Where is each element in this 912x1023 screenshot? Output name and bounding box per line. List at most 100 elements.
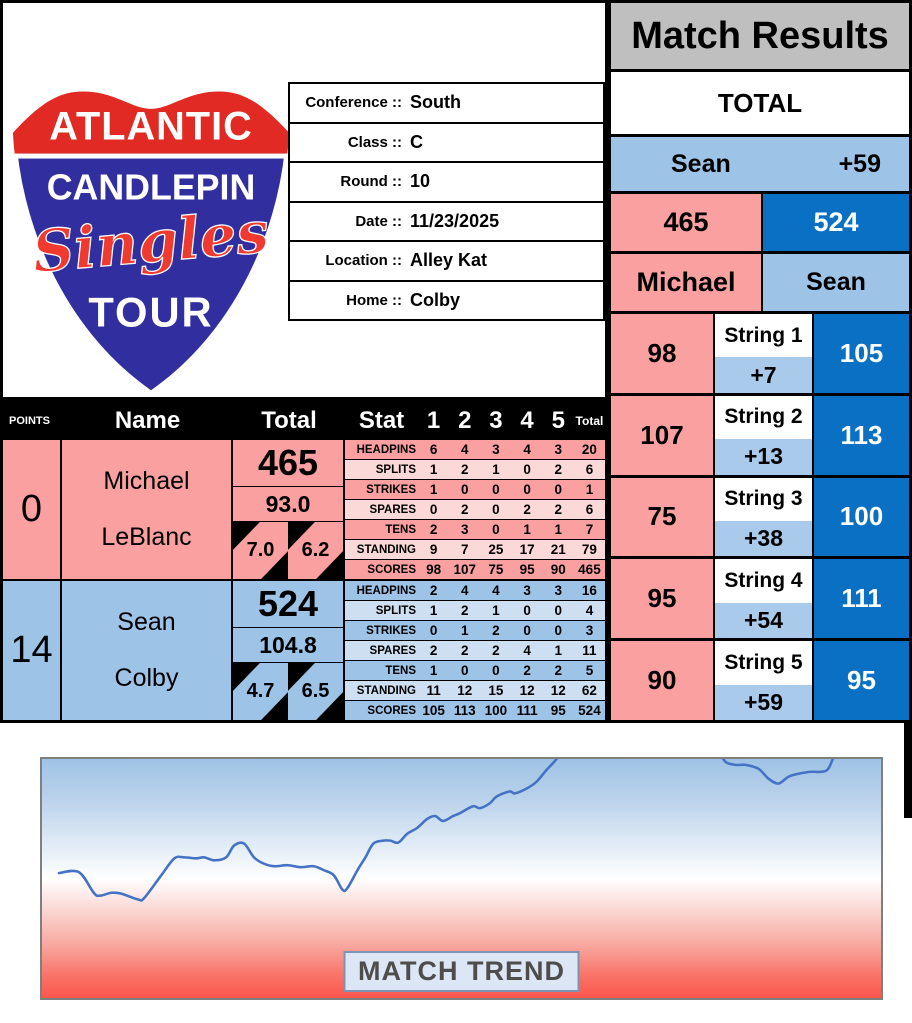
stat-cell: 107 [453,562,477,577]
stat-cell: 2 [554,502,563,517]
home-player-name: Sean [763,254,909,311]
totals-row: 465 524 [611,194,909,251]
stat-cell: 1 [461,623,469,638]
info-row: Date :: 11/23/2025 [290,203,603,242]
string-home-score: 105 [814,314,909,393]
stat-cell: 465 [578,562,601,577]
shield-logo-icon: ATLANTIC CANDLEPIN Singles TOUR [9,88,293,398]
stat-cell: 3 [554,583,563,598]
stat-cell: 0 [461,482,469,497]
stat-row: TENS 1 0 0 2 2 5 [345,660,605,680]
stat-cell: 95 [550,703,566,718]
home-pct-left: 4.7 [233,663,288,720]
string-diff: +13 [715,439,812,475]
trend-line [57,759,835,902]
info-label: Round :: [340,173,402,191]
stat-row: STANDING 11 12 15 12 12 62 [345,680,605,700]
home-series-total: 524 [257,583,319,624]
stat-row: SCORES 98 107 75 95 90 465 [345,559,605,579]
away-total-score: 465 [611,194,761,251]
stat-cell: 100 [484,703,508,718]
string-mid-cell: String 3 +38 [715,477,812,557]
stat-cell: 6 [585,502,594,517]
stat-row-label: SPLITS [375,604,416,617]
stat-cell: 2 [461,643,469,658]
stat-row: SCORES 105 113 100 111 95 524 [345,700,605,720]
string-diff: +54 [715,602,812,639]
string-label: String 4 [715,559,812,603]
home-pct-cells: 4.7 6.5 [233,662,343,720]
stat-cell: 11 [426,683,441,698]
info-row: Home :: Colby [290,282,603,320]
leader-margin: +59 [838,149,881,178]
stat-cell: 0 [461,663,469,678]
stat-cell: 2 [523,502,531,517]
home-first-name: Sean [117,608,176,637]
stat-cell: 4 [523,643,531,658]
string-home-score: 111 [814,559,909,639]
away-stat-rows: HEADPINS 6 4 3 4 3 20 SPLITS 1 2 1 0 2 6 STRIKES 1 0 0 0 0 1… [345,440,605,579]
away-last-name: LeBlanc [101,522,192,551]
stat-row-label: STANDING [356,543,416,556]
stat-row: SPARES 2 2 2 4 1 11 [345,640,605,660]
player-row-home: 14 Sean Colby 524 104.8 4.7 6.5 HEADPINS… [3,579,605,720]
info-label: Home :: [346,291,402,309]
info-row: Conference :: South [290,84,603,124]
string-diff: +7 [715,357,812,393]
points-header: POINTS [9,414,50,427]
info-value: 11/23/2025 [410,210,500,231]
name-header: Name [114,406,181,434]
string-away-score: 98 [611,314,713,393]
stat-row-label: SPLITS [375,463,416,476]
stat-cell: 105 [422,703,445,718]
stat-cell: 0 [523,623,531,638]
string-label: String 2 [715,395,812,440]
stat-cell: 2 [492,623,500,638]
stat-cell: 2 [523,663,531,678]
stat-cell: 0 [492,482,500,497]
string-row: 107 String 2 +13 113 [611,395,909,475]
stat-cell: 0 [523,482,531,497]
home-points: 14 [3,581,62,720]
stat-cell: 2 [429,643,438,658]
stat-cell: 2 [492,643,500,658]
string-label: String 1 [715,314,812,358]
stat-cell: 4 [461,442,469,457]
away-first-name: Michael [103,467,190,496]
away-pct-cells: 7.0 6.2 [233,521,343,579]
info-label: Location :: [325,252,402,270]
string-row: 75 String 3 +38 100 [611,477,909,557]
away-pct-right: 6.2 [288,522,343,579]
home-total-cell: 524 104.8 4.7 6.5 [233,581,345,720]
stat-cell: 12 [550,683,566,698]
stat-cell: 2 [461,603,469,618]
info-value: Colby [410,289,461,310]
logo-text-tour: TOUR [88,288,213,335]
stat-cell: 1 [429,462,438,477]
game-header-2: 2 [458,406,472,434]
home-pct-right: 6.5 [288,663,343,720]
stat-cell: 21 [550,542,566,557]
names-row: Michael Sean [611,254,909,311]
stat-cell: 2 [461,502,469,517]
stat-cell: 12 [457,683,473,698]
home-total-score: 524 [763,194,909,251]
stat-row: TENS 2 3 0 1 1 7 [345,519,605,539]
string-home-score: 113 [814,395,909,475]
stat-cell: 2 [554,462,563,477]
stat-cell: 95 [519,562,535,577]
stat-cell: 1 [554,643,563,658]
stat-row: STANDING 9 7 25 17 21 79 [345,539,605,559]
string-away-score: 107 [611,395,713,475]
stat-cell: 7 [585,522,594,537]
table-edge-bar [904,723,912,818]
page-title: Match Results [611,3,909,69]
away-pct-left: 7.0 [233,522,288,579]
stat-row-label: SPARES [369,644,416,657]
stat-cell: 3 [461,522,469,537]
stat-row: HEADPINS 6 4 3 4 3 20 [345,440,605,459]
stat-cell: 17 [519,542,535,557]
match-trend-chart: MATCH TREND [40,757,883,1000]
game-header-4: 4 [520,406,534,434]
string-diff: +59 [715,684,812,720]
